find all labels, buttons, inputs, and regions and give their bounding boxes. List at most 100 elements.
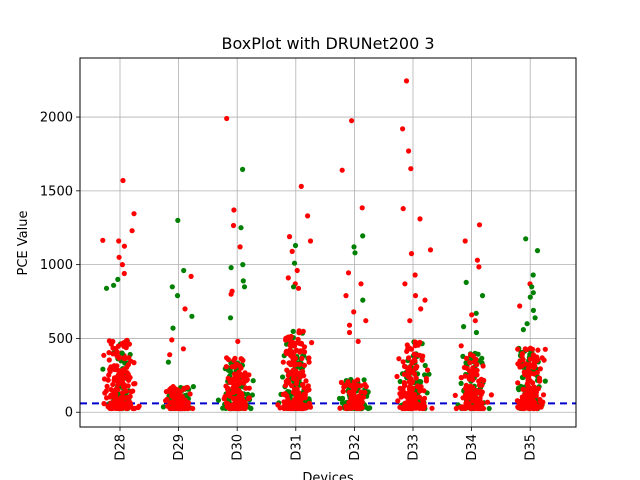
- data-point: [228, 291, 234, 297]
- data-point: [530, 272, 536, 278]
- x-tick-label: D28: [114, 434, 129, 461]
- data-point: [234, 403, 240, 409]
- data-point: [346, 322, 353, 328]
- data-point: [303, 378, 309, 384]
- data-point: [528, 399, 534, 405]
- data-point: [412, 272, 418, 278]
- data-point: [290, 284, 297, 290]
- data-point: [185, 405, 191, 412]
- data-point: [407, 384, 413, 390]
- data-point: [230, 385, 236, 391]
- data-point: [232, 396, 238, 402]
- data-point: [104, 383, 110, 389]
- data-point: [215, 397, 221, 403]
- data-point: [296, 330, 302, 336]
- data-point: [534, 354, 540, 360]
- data-point: [231, 357, 237, 363]
- data-point: [350, 389, 356, 396]
- data-point: [188, 273, 194, 279]
- data-point: [461, 364, 467, 371]
- data-point: [463, 355, 470, 361]
- data-point: [412, 343, 418, 349]
- data-point: [240, 166, 246, 172]
- data-point: [224, 355, 230, 361]
- data-point: [360, 297, 366, 303]
- data-point: [294, 267, 300, 274]
- data-point: [469, 312, 475, 318]
- data-point: [228, 265, 234, 271]
- data-point: [394, 373, 400, 380]
- data-point: [235, 338, 241, 344]
- data-point: [116, 354, 122, 360]
- chart-title: BoxPlot with DRUNet200 3: [221, 34, 434, 53]
- data-point: [129, 228, 135, 234]
- x-axis-label: Devices: [302, 471, 353, 480]
- data-point: [515, 385, 522, 391]
- data-point: [175, 396, 181, 402]
- data-point: [525, 368, 531, 374]
- data-point: [412, 293, 419, 299]
- data-point: [346, 329, 353, 336]
- data-point: [472, 318, 478, 324]
- data-point: [358, 281, 364, 287]
- data-point: [275, 402, 281, 408]
- data-point: [119, 350, 125, 356]
- data-point: [248, 405, 254, 411]
- data-point: [403, 78, 410, 84]
- data-point: [231, 371, 238, 377]
- data-point: [225, 375, 231, 381]
- data-point: [540, 392, 547, 398]
- data-point: [235, 389, 241, 395]
- data-point: [128, 389, 134, 395]
- data-point: [246, 395, 252, 402]
- data-point: [396, 356, 402, 362]
- data-point: [421, 400, 427, 406]
- data-point: [479, 293, 486, 299]
- data-point: [119, 373, 125, 380]
- data-point: [110, 338, 116, 345]
- data-point: [526, 375, 532, 381]
- data-point: [343, 403, 349, 409]
- data-point: [293, 361, 299, 367]
- data-point: [519, 351, 526, 357]
- data-point: [120, 369, 126, 375]
- data-point: [468, 405, 474, 412]
- data-point: [475, 405, 481, 412]
- data-point: [453, 405, 459, 412]
- data-point: [474, 257, 480, 263]
- data-point: [290, 367, 296, 373]
- data-point: [180, 346, 186, 352]
- data-point: [238, 225, 244, 231]
- data-point: [297, 340, 303, 347]
- data-point: [399, 405, 406, 412]
- data-point: [115, 376, 121, 383]
- data-point: [462, 373, 468, 379]
- data-point: [458, 343, 464, 349]
- data-point: [302, 349, 308, 355]
- data-point: [306, 387, 312, 393]
- data-point: [227, 315, 234, 321]
- data-point: [462, 238, 468, 244]
- data-point: [349, 118, 355, 124]
- data-point: [238, 356, 244, 362]
- data-point: [467, 360, 473, 366]
- x-tick-label: D34: [465, 434, 480, 461]
- data-point: [110, 405, 116, 411]
- data-point: [100, 366, 106, 372]
- data-point: [355, 393, 361, 399]
- data-point: [418, 384, 424, 390]
- data-point: [397, 378, 403, 385]
- data-point: [101, 352, 107, 358]
- data-point: [280, 359, 286, 365]
- data-point: [463, 382, 469, 388]
- data-point: [413, 365, 419, 371]
- data-point: [121, 381, 127, 388]
- data-point: [130, 405, 136, 412]
- data-point: [422, 362, 428, 369]
- data-point: [101, 401, 107, 407]
- data-point: [299, 355, 305, 362]
- data-point: [100, 237, 106, 243]
- data-point: [294, 371, 300, 377]
- x-tick-label: D35: [524, 434, 539, 461]
- data-point: [187, 391, 193, 397]
